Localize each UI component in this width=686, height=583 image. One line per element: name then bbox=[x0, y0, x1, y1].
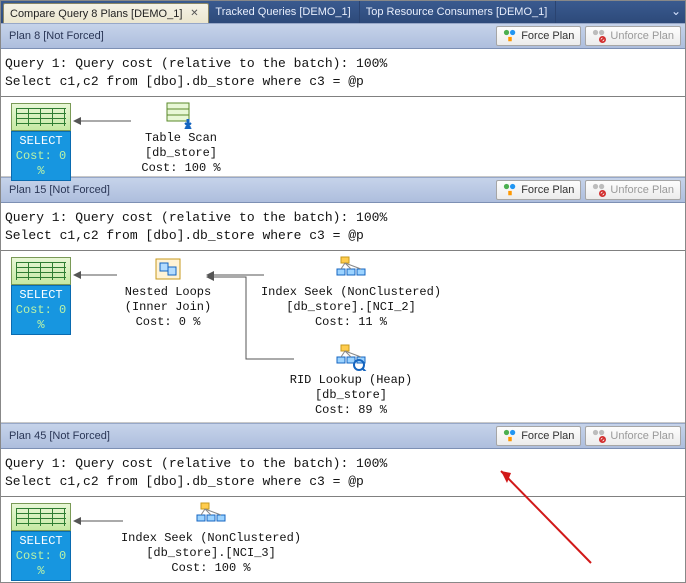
query-text: Query 1: Query cost (relative to the bat… bbox=[1, 49, 685, 97]
unforce-plan-icon bbox=[592, 429, 606, 443]
button-label: Force Plan bbox=[521, 30, 574, 42]
select-badge: SELECT Cost: 0 % bbox=[11, 531, 71, 581]
plan-canvas: SELECT Cost: 0 % Table Scan [db_store] C… bbox=[1, 97, 685, 177]
select-node[interactable]: SELECT Cost: 0 % bbox=[11, 103, 71, 181]
select-badge: SELECT Cost: 0 % bbox=[11, 131, 71, 181]
nested-loops-icon bbox=[152, 255, 184, 283]
select-node[interactable]: SELECT Cost: 0 % bbox=[11, 503, 71, 581]
node-label: Nested Loops bbox=[113, 285, 223, 300]
node-label: [db_store] bbox=[121, 146, 241, 161]
close-icon[interactable]: ✕ bbox=[188, 8, 200, 20]
select-grid-icon bbox=[11, 503, 71, 531]
plan-header: Plan 45 [Not Forced] Force Plan Unforce … bbox=[1, 423, 685, 449]
button-label: Force Plan bbox=[521, 430, 574, 442]
force-plan-icon bbox=[503, 29, 517, 43]
tab-tracked-queries[interactable]: Tracked Queries [DEMO_1] bbox=[209, 1, 359, 23]
node-label: Cost: 0 % bbox=[113, 315, 223, 330]
node-label: [db_store] bbox=[271, 388, 431, 403]
select-grid-icon bbox=[11, 103, 71, 131]
index-seek-icon bbox=[335, 255, 367, 283]
plan-title: Plan 45 [Not Forced] bbox=[9, 430, 492, 442]
force-plan-button[interactable]: Force Plan bbox=[496, 26, 581, 46]
tab-strip: Compare Query 8 Plans [DEMO_1] ✕ Tracked… bbox=[1, 1, 685, 23]
button-label: Unforce Plan bbox=[610, 184, 674, 196]
nested-loops-node[interactable]: Nested Loops (Inner Join) Cost: 0 % bbox=[113, 255, 223, 330]
select-badge: SELECT Cost: 0 % bbox=[11, 285, 71, 335]
select-grid-icon bbox=[11, 257, 71, 285]
node-label: Cost: 100 % bbox=[111, 561, 311, 576]
unforce-plan-button[interactable]: Unforce Plan bbox=[585, 26, 681, 46]
unforce-plan-button[interactable]: Unforce Plan bbox=[585, 426, 681, 446]
force-plan-button[interactable]: Force Plan bbox=[496, 426, 581, 446]
button-label: Unforce Plan bbox=[610, 430, 674, 442]
node-label: RID Lookup (Heap) bbox=[271, 373, 431, 388]
tab-label: Top Resource Consumers [DEMO_1] bbox=[366, 6, 548, 18]
node-label: Table Scan bbox=[121, 131, 241, 146]
button-label: Unforce Plan bbox=[610, 30, 674, 42]
button-label: Force Plan bbox=[521, 184, 574, 196]
tab-label: Tracked Queries [DEMO_1] bbox=[215, 6, 350, 18]
force-plan-button[interactable]: Force Plan bbox=[496, 180, 581, 200]
node-label: [db_store].[NCI_3] bbox=[111, 546, 311, 561]
node-label: Cost: 89 % bbox=[271, 403, 431, 418]
node-label: [db_store].[NCI_2] bbox=[251, 300, 451, 315]
plan-title: Plan 8 [Not Forced] bbox=[9, 30, 492, 42]
plan-header: Plan 8 [Not Forced] Force Plan Unforce P… bbox=[1, 23, 685, 49]
table-scan-node[interactable]: Table Scan [db_store] Cost: 100 % bbox=[121, 101, 241, 176]
overflow-icon[interactable]: ⌄ bbox=[671, 4, 681, 18]
unforce-plan-icon bbox=[592, 29, 606, 43]
rid-lookup-icon bbox=[335, 343, 367, 371]
unforce-plan-icon bbox=[592, 183, 606, 197]
table-scan-icon bbox=[165, 101, 197, 129]
node-label: Index Seek (NonClustered) bbox=[251, 285, 451, 300]
node-label: Cost: 100 % bbox=[121, 161, 241, 176]
query-text: Query 1: Query cost (relative to the bat… bbox=[1, 449, 685, 497]
tab-label: Compare Query 8 Plans [DEMO_1] bbox=[10, 8, 182, 20]
plan-canvas: SELECT Cost: 0 % Nested Loops (Inner Joi… bbox=[1, 251, 685, 423]
tab-compare-plans[interactable]: Compare Query 8 Plans [DEMO_1] ✕ bbox=[3, 3, 209, 23]
unforce-plan-button[interactable]: Unforce Plan bbox=[585, 180, 681, 200]
index-seek-icon bbox=[195, 501, 227, 529]
select-node[interactable]: SELECT Cost: 0 % bbox=[11, 257, 71, 335]
index-seek-node[interactable]: Index Seek (NonClustered) [db_store].[NC… bbox=[111, 501, 311, 576]
index-seek-node[interactable]: Index Seek (NonClustered) [db_store].[NC… bbox=[251, 255, 451, 330]
rid-lookup-node[interactable]: RID Lookup (Heap) [db_store] Cost: 89 % bbox=[271, 343, 431, 418]
force-plan-icon bbox=[503, 429, 517, 443]
force-plan-icon bbox=[503, 183, 517, 197]
plan-header: Plan 15 [Not Forced] Force Plan Unforce … bbox=[1, 177, 685, 203]
plan-title: Plan 15 [Not Forced] bbox=[9, 184, 492, 196]
node-label: Index Seek (NonClustered) bbox=[111, 531, 311, 546]
node-label: (Inner Join) bbox=[113, 300, 223, 315]
plan-canvas: SELECT Cost: 0 % Index Seek (NonClustere… bbox=[1, 497, 685, 579]
tab-top-resource-consumers[interactable]: Top Resource Consumers [DEMO_1] bbox=[360, 1, 557, 23]
node-label: Cost: 11 % bbox=[251, 315, 451, 330]
query-text: Query 1: Query cost (relative to the bat… bbox=[1, 203, 685, 251]
